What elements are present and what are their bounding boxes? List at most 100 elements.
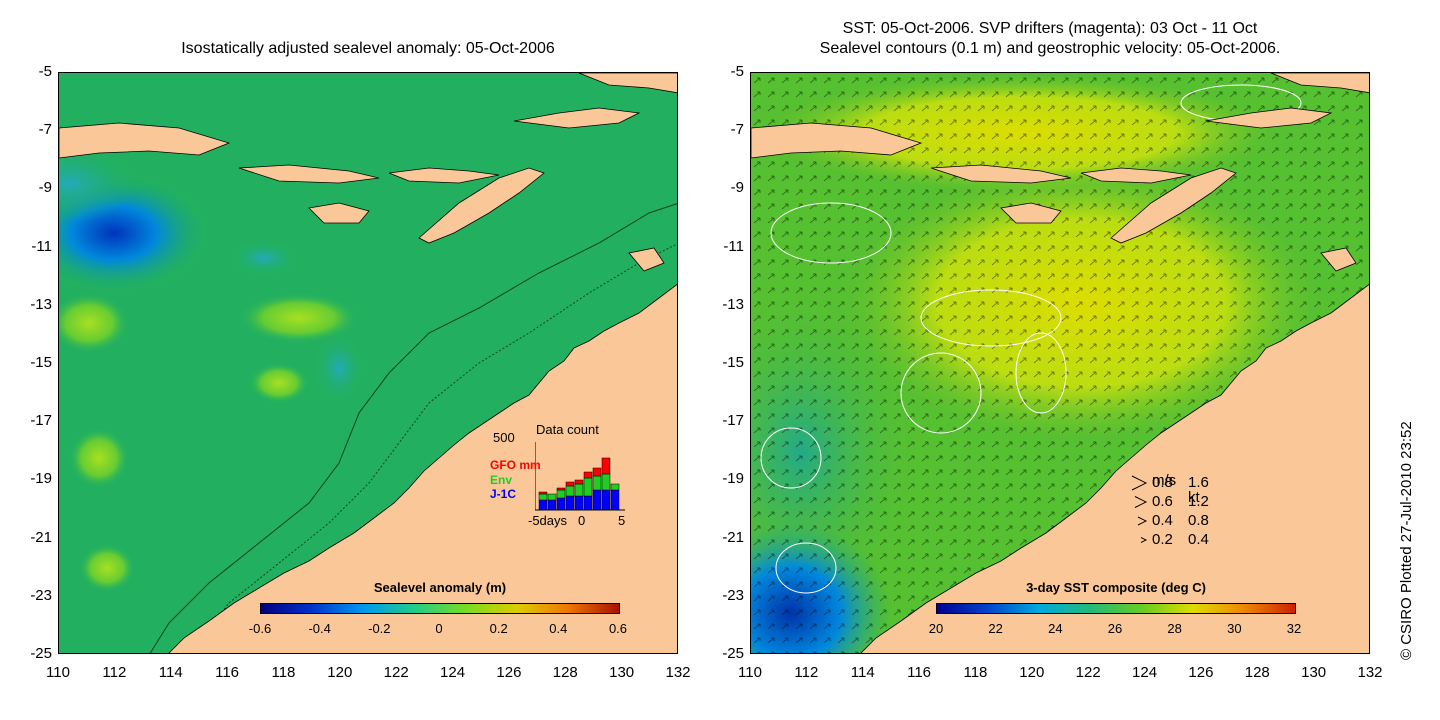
inset-xlabel-right: 5 bbox=[618, 513, 626, 528]
sst-colorbar bbox=[936, 603, 1296, 614]
latitude-tick-label: -11 bbox=[31, 237, 52, 255]
australia-landmass bbox=[860, 284, 1369, 653]
colorbar-tick-label: 30 bbox=[1227, 621, 1242, 636]
java-island bbox=[751, 122, 923, 159]
legend-ms-value: 0.8 bbox=[1152, 474, 1173, 491]
longitude-tick-label: 118 bbox=[963, 664, 988, 681]
longitude-tick-label: 120 bbox=[327, 664, 353, 681]
histogram-bar bbox=[610, 483, 620, 491]
velocity-legend-row: 0.2 0.4 bbox=[1130, 531, 1209, 550]
longitude-tick-label: 124 bbox=[440, 664, 466, 681]
longitude-tick-label: 126 bbox=[1188, 664, 1214, 681]
histogram-bar bbox=[565, 485, 575, 497]
sla-colorbar bbox=[260, 603, 620, 614]
inset-ymax-label: 500 bbox=[493, 430, 515, 445]
cyan-anomaly-region bbox=[229, 240, 299, 276]
legend-ms-value: 0.2 bbox=[1152, 531, 1173, 548]
latitude-tick-label: -21 bbox=[30, 528, 52, 546]
colorbar-tick-label: 28 bbox=[1167, 621, 1182, 636]
inset-xlabel-mid: 0 bbox=[578, 513, 586, 528]
latitude-tick-label: -19 bbox=[722, 470, 744, 488]
colorbar-tick-label: -0.4 bbox=[308, 621, 331, 636]
right-map-title-line1: SST: 05-Oct-2006. SVP drifters (magenta)… bbox=[842, 20, 1258, 37]
histogram-bar bbox=[556, 487, 566, 491]
histogram-bar bbox=[538, 499, 548, 511]
latitude-tick-label: -25 bbox=[30, 645, 52, 662]
latitude-tick-label: -5 bbox=[730, 63, 744, 80]
latitude-tick-label: -9 bbox=[38, 179, 52, 197]
histogram-bar bbox=[538, 491, 548, 495]
colorbar-tick-label: 0 bbox=[435, 621, 443, 636]
colorbar-tick-label: -0.2 bbox=[368, 621, 391, 636]
colorbar-tick-label: 0.6 bbox=[608, 621, 628, 636]
lesser-sunda-island bbox=[1080, 167, 1192, 184]
longitude-tick-label: 116 bbox=[215, 664, 240, 681]
timor-island bbox=[1110, 167, 1237, 244]
legend-kt-value: 1.2 bbox=[1188, 493, 1209, 510]
latitude-tick-label: -17 bbox=[30, 412, 52, 430]
lesser-sunda-island bbox=[930, 164, 1072, 184]
positive-anomaly-blob bbox=[79, 544, 135, 592]
sst-colorbar-title: 3-day SST composite (deg C) bbox=[1026, 580, 1206, 595]
australia-landmass bbox=[168, 284, 677, 653]
colorbar-tick-label: 0.2 bbox=[489, 621, 508, 636]
longitude-tick-label: 110 bbox=[738, 664, 762, 681]
colorbar-tick-label: 0.4 bbox=[549, 621, 568, 636]
velocity-legend-row: 0.8 1.6 bbox=[1130, 474, 1209, 493]
histogram-bar bbox=[592, 489, 602, 511]
longitude-tick-label: 130 bbox=[609, 664, 635, 681]
velocity-legend-row: 0.4 0.8 bbox=[1130, 512, 1209, 531]
latitude-tick-label: -23 bbox=[30, 586, 52, 604]
latitude-tick-label: -13 bbox=[722, 295, 744, 313]
latitude-tick-label: -17 bbox=[722, 412, 744, 430]
small-island bbox=[1320, 247, 1357, 272]
bathymetry-contour bbox=[189, 243, 677, 653]
inset-label-env: Env bbox=[490, 473, 513, 487]
northern-island bbox=[1270, 73, 1369, 94]
northern-island bbox=[513, 107, 641, 129]
longitude-tick-label: 114 bbox=[158, 664, 183, 681]
histogram-bar bbox=[565, 495, 575, 511]
inset-label-j1c: J-1C bbox=[490, 487, 517, 501]
velocity-arrow-icon bbox=[1131, 475, 1148, 491]
histogram-bar bbox=[574, 495, 584, 511]
small-island bbox=[628, 247, 665, 272]
cyan-anomaly-region bbox=[314, 333, 364, 403]
northern-island bbox=[1205, 107, 1333, 129]
latitude-tick-label: -5 bbox=[38, 63, 52, 80]
longitude-tick-label: 112 bbox=[102, 664, 127, 681]
longitude-tick-label: 116 bbox=[907, 664, 932, 681]
histogram-bar bbox=[583, 477, 593, 497]
histogram-bar bbox=[583, 495, 593, 511]
histogram-bar bbox=[601, 457, 611, 475]
histogram-bar bbox=[574, 479, 584, 485]
longitude-tick-label: 132 bbox=[665, 664, 691, 681]
legend-kt-value: 0.8 bbox=[1188, 512, 1209, 529]
longitude-tick-label: 132 bbox=[1357, 664, 1383, 681]
cyan-anomaly-region bbox=[59, 143, 139, 223]
latitude-tick-label: -13 bbox=[30, 295, 52, 313]
longitude-tick-label: 122 bbox=[383, 664, 409, 681]
inset-label-gfo: GFO mm bbox=[490, 458, 541, 472]
longitude-tick-label: 112 bbox=[794, 664, 819, 681]
legend-kt-value: 1.6 bbox=[1188, 474, 1209, 491]
histogram-bar bbox=[601, 489, 611, 511]
inset-title: Data count bbox=[536, 422, 599, 437]
velocity-legend-rows: 0.8 1.6 0.6 1.2 0.4 0.8 0.2 0.4 bbox=[1130, 474, 1209, 550]
sst-velocity-map bbox=[750, 72, 1370, 654]
latitude-tick-label: -7 bbox=[730, 121, 744, 139]
colorbar-tick-label: 24 bbox=[1048, 621, 1063, 636]
longitude-tick-label: 114 bbox=[850, 664, 875, 681]
colorbar-tick-label: 22 bbox=[988, 621, 1003, 636]
velocity-arrow-icon bbox=[1137, 516, 1148, 526]
velocity-arrow-icon bbox=[1134, 496, 1148, 508]
histogram-bar bbox=[610, 489, 620, 511]
sla-colorbar-title: Sealevel anomaly (m) bbox=[373, 580, 507, 595]
longitude-tick-label: 126 bbox=[496, 664, 522, 681]
inset-xlabel-left: -5days bbox=[528, 513, 568, 528]
positive-anomaly-blob bbox=[59, 293, 129, 353]
longitude-tick-label: 128 bbox=[1244, 664, 1270, 681]
colorbar-tick-label: -0.6 bbox=[248, 621, 272, 636]
sumba-island bbox=[308, 202, 370, 224]
sealevel-anomaly-map-svg bbox=[59, 73, 677, 653]
